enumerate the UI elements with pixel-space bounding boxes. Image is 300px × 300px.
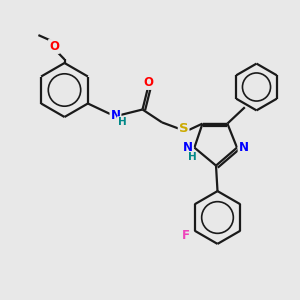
Text: N: N <box>183 141 193 154</box>
Text: N: N <box>238 141 249 154</box>
Text: S: S <box>179 122 188 136</box>
Text: N: N <box>110 109 121 122</box>
Text: F: F <box>182 229 190 242</box>
Text: O: O <box>49 40 59 53</box>
Text: H: H <box>118 117 127 127</box>
Text: O: O <box>143 76 153 89</box>
Text: H: H <box>188 152 196 162</box>
